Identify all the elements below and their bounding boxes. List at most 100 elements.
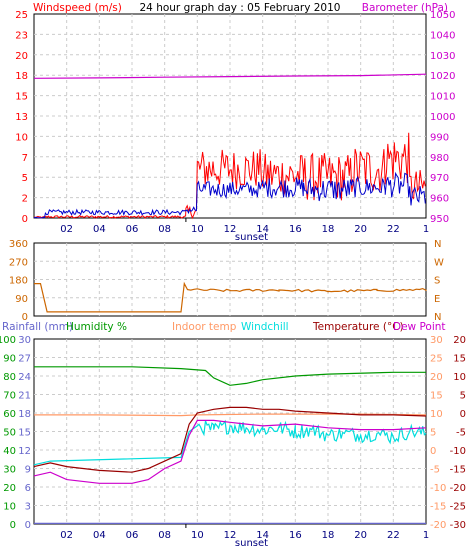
humidity-label: Humidity % [66,321,127,333]
panel3-temp-tick: -5 [456,428,466,439]
panel1-left-tick: 20 [15,51,28,62]
panel3-x-tick-16: 16 [289,530,302,541]
panel1-right-tick: 1000 [430,112,455,123]
series-dew-point [33,419,427,484]
rainfall-label: Rainfall (mm) [2,321,73,333]
series-barometer [33,73,427,79]
panel3-rain-tick: 3 [25,502,31,513]
panel1-x-tick-14: 14 [256,224,269,235]
panel3-indoor-tick: 10 [430,409,443,420]
panel3-humidity-tick: 80 [3,372,16,383]
panel3-x-tick-14: 14 [256,530,269,541]
panel1-x-tick-06: 06 [126,224,139,235]
panel-temp-humidity: 0102030405060708090100036912151821242730… [0,335,466,549]
dewpoint-label: Dew Point [393,321,446,333]
series-wind-average [33,171,426,219]
panel3-rain-tick: 30 [18,335,31,346]
indoor-temp-label: Indoor temp [172,321,237,333]
panel3-temp-tick: -10 [450,446,466,457]
panel1-x-tick-02: 02 [60,224,73,235]
series-indoor-temp [34,413,427,417]
panel3-indoor-tick: -10 [430,483,446,494]
panel1-sunset-label: sunset [235,232,268,243]
panel3-indoor-tick: 25 [430,354,443,365]
panel3-indoor-tick: 5 [430,428,436,439]
series-temperature-c [33,406,427,473]
panel3-temp-tick: -25 [450,502,466,513]
panel3-x-tick-12: 12 [224,530,237,541]
panel3-indoor-tick: -20 [430,520,446,531]
panel2-right-tick: N [434,312,441,323]
panel1-x-tick-18: 18 [322,224,335,235]
panel1-right-tick: 1030 [430,51,455,62]
panel3-x-tick-22: 22 [387,530,400,541]
panel3-indoor-tick: 30 [430,335,443,346]
panel3-humidity-tick: 70 [3,391,16,402]
panel3-rain-tick: 12 [18,446,31,457]
panel1-right-tick: 1010 [430,92,455,103]
series-windspeed [33,132,426,220]
panel3-indoor-tick: 15 [430,391,443,402]
panel1-left-tick: 18 [15,71,28,82]
panel1-left-tick: 13 [15,112,28,123]
series-windchill [33,419,427,466]
panel3-temp-tick: 15 [453,354,466,365]
panel3-rain-tick: 27 [18,354,31,365]
panel3-x-tick-18: 18 [322,530,335,541]
panel3-rain-tick: 9 [25,465,31,476]
panel1-left-tick: 15 [15,92,28,103]
panel3-temp-tick: -20 [450,483,466,494]
panel3-humidity-tick: 50 [3,428,16,439]
panel3-rain-tick: 0 [25,520,31,531]
panel3-temp-tick: -15 [450,465,466,476]
panel1-left-tick: 7 [22,153,28,164]
panel1-right-tick: 970 [430,173,449,184]
panel1-left-tick: 0 [22,214,28,225]
panel3-rain-tick: 6 [25,483,31,494]
series-humidity [34,366,426,386]
panel1-left-label: Windspeed (m/s) [33,2,122,14]
panel3-x-tick-08: 08 [158,530,171,541]
panel1-right-tick: 1050 [430,10,455,21]
panel1-right-tick: 950 [430,214,449,225]
panel2-right-tick: N [434,239,441,250]
panel3-x-tick-20: 20 [354,530,367,541]
panel2-left-tick: 180 [9,276,28,287]
panel1-x-tick-12: 12 [224,224,237,235]
panel3-temp-tick: 20 [453,335,466,346]
panel3-header: Rainfall (mm) Humidity % Indoor temp Win… [2,321,446,333]
panel1-left-tick: 23 [15,30,28,41]
series-wind-direction [34,281,427,313]
panel3-temp-tick: 0 [460,409,466,420]
panel1-right-tick: 1020 [430,71,455,82]
panel1-x-tick-20: 20 [354,224,367,235]
panel1-x-tick-10: 10 [191,224,204,235]
panel3-x-tick-end: 1 [423,530,429,541]
panel3-rain-tick: 18 [18,409,31,420]
panel1-x-tick-22: 22 [387,224,400,235]
panel2-left-tick: 360 [9,239,28,250]
panel3-humidity-tick: 60 [3,409,16,420]
panel3-x-tick-02: 02 [60,530,73,541]
panel2-right-tick: E [434,294,440,305]
panel3-x-tick-10: 10 [191,530,204,541]
panel3-sunset-label: sunset [235,538,268,549]
panel3-humidity-tick: 10 [3,502,16,513]
panel1-x-tick-08: 08 [158,224,171,235]
panel1-left-tick: 10 [15,132,28,143]
panel3-indoor-tick: -5 [430,465,440,476]
panel3-humidity-tick: 0 [10,520,16,531]
panel3-x-tick-04: 04 [93,530,106,541]
panel2-left-tick: 270 [9,257,28,268]
panel3-temp-tick: 5 [460,391,466,402]
panel3-x-tick-06: 06 [126,530,139,541]
panel3-rain-tick: 21 [18,391,31,402]
panel2-right-tick: S [434,276,440,287]
panel3-humidity-tick: 90 [3,354,16,365]
panel1-left-tick: 2 [22,194,28,205]
panel1-left-tick: 25 [15,10,28,21]
panel1-left-tick: 5 [22,173,28,184]
panel3-temp-tick: 10 [453,372,466,383]
